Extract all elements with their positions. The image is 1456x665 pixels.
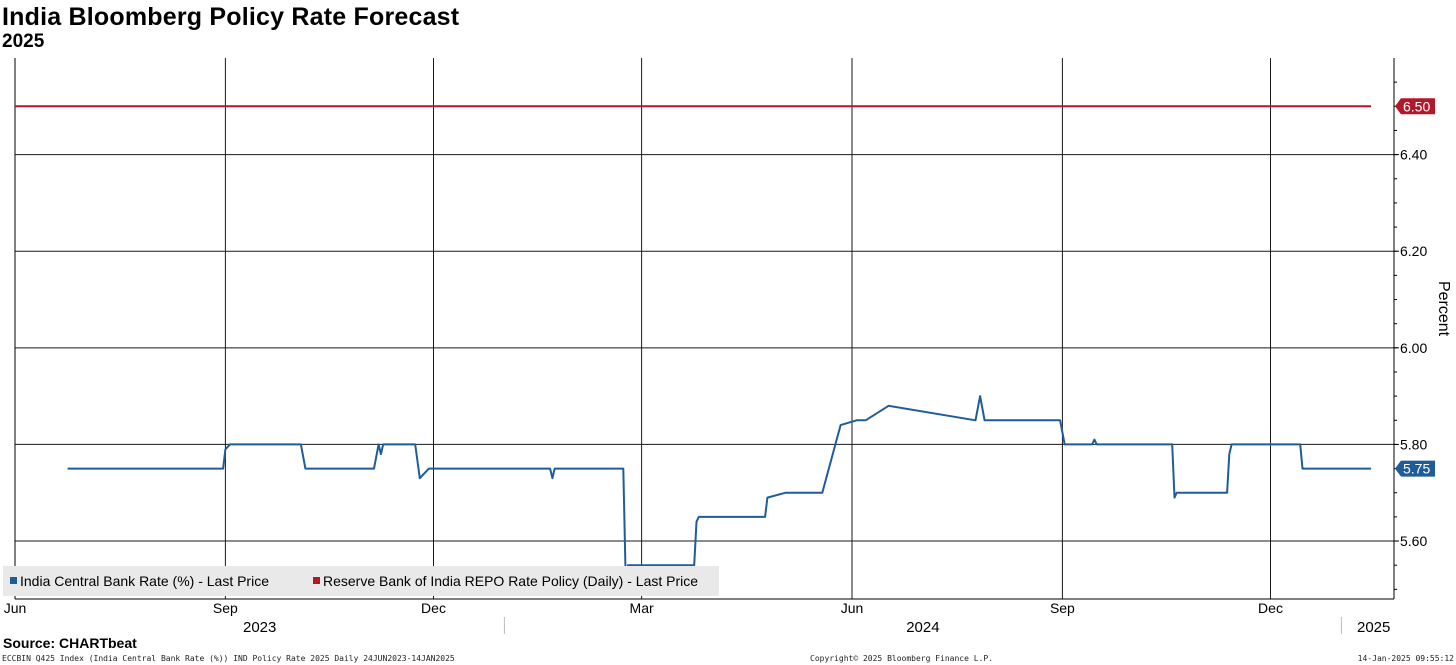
y-axis-title: Percent xyxy=(1435,281,1452,337)
legend-swatch xyxy=(10,577,17,584)
y-tick-label: 5.80 xyxy=(1400,436,1427,452)
last-value-label: 6.50 xyxy=(1403,98,1430,114)
x-tick-label: Dec xyxy=(1258,600,1283,616)
x-year-label: 2023 xyxy=(243,619,276,636)
x-tick-label: Mar xyxy=(630,600,654,616)
legend-box xyxy=(3,566,719,596)
legend-label: India Central Bank Rate (%) - Last Price xyxy=(20,573,269,589)
x-tick-label: Dec xyxy=(421,600,446,616)
x-year-label: 2025 xyxy=(1357,619,1390,636)
x-tick-label: Jun xyxy=(841,600,864,616)
x-tick-label: Jun xyxy=(4,600,27,616)
plot-area xyxy=(15,58,1394,599)
y-tick-label: 6.40 xyxy=(1400,147,1427,163)
x-tick-label: Sep xyxy=(213,600,238,616)
chart-subtitle: 2025 xyxy=(2,31,45,52)
y-tick-label: 6.00 xyxy=(1400,340,1427,356)
footer-copyright: Copyright© 2025 Bloomberg Finance L.P. xyxy=(810,654,994,663)
y-tick-label: 6.20 xyxy=(1400,243,1427,259)
last-value-tag xyxy=(1395,460,1435,477)
series-line-india-central-bank-rate xyxy=(67,395,1372,576)
footer-ticker-description: ECCBIN Q425 Index (India Central Bank Ra… xyxy=(2,654,455,663)
x-tick-label: Sep xyxy=(1050,600,1075,616)
chart-title: India Bloomberg Policy Rate Forecast xyxy=(2,3,460,31)
source-note: Source: CHARTbeat xyxy=(3,635,137,651)
last-value-tag xyxy=(1395,98,1435,115)
legend-label: Reserve Bank of India REPO Rate Policy (… xyxy=(323,573,698,589)
x-year-label: 2024 xyxy=(906,619,939,636)
footer-timestamp: 14-Jan-2025 09:55:12 xyxy=(1357,654,1454,663)
y-tick-label: 5.60 xyxy=(1400,533,1427,549)
legend-swatch xyxy=(313,577,320,584)
last-value-label: 5.75 xyxy=(1403,461,1430,477)
